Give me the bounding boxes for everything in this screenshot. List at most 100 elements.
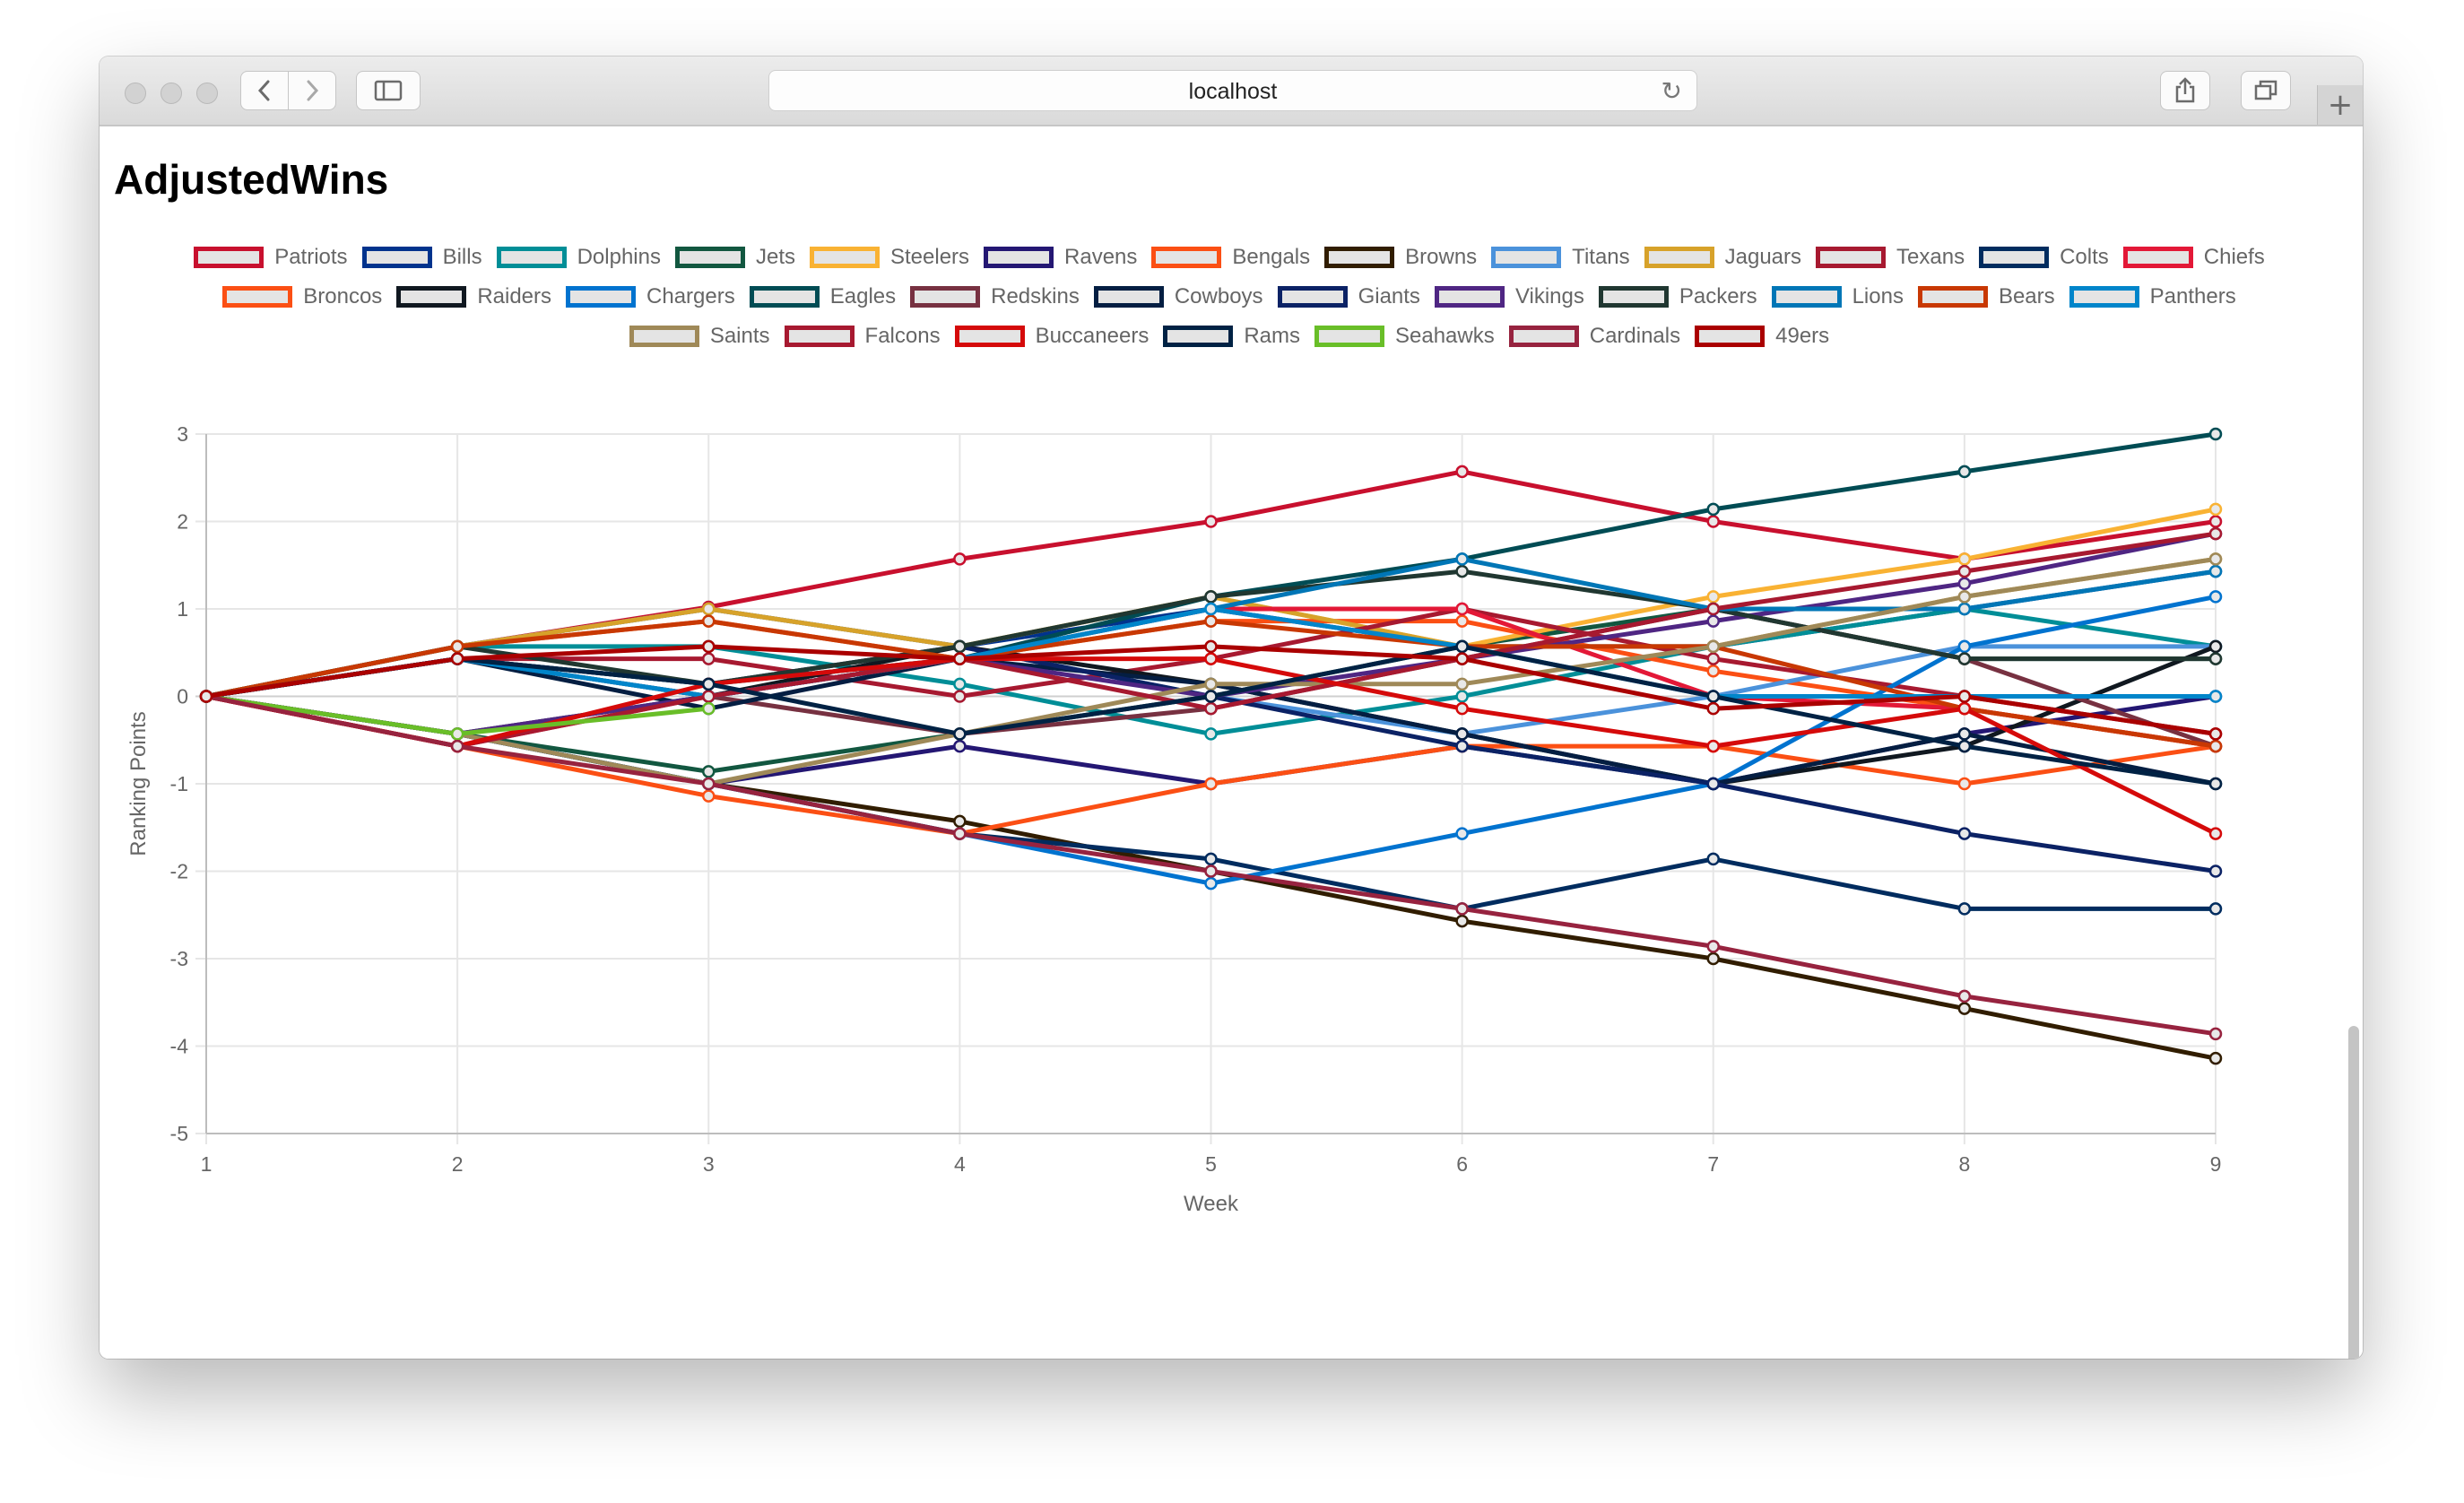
legend-swatch bbox=[1277, 286, 1348, 308]
data-point bbox=[1957, 727, 1972, 741]
legend-item-vikings[interactable]: Vikings bbox=[1434, 284, 1584, 309]
data-point bbox=[1204, 602, 1218, 616]
legend-swatch bbox=[396, 286, 467, 308]
legend-item-giants[interactable]: Giants bbox=[1277, 284, 1420, 309]
legend-item-steelers[interactable]: Steelers bbox=[809, 245, 970, 270]
legend-item-jets[interactable]: Jets bbox=[674, 245, 795, 270]
legend-item-eagles[interactable]: Eagles bbox=[749, 284, 896, 309]
legend-item-bills[interactable]: Bills bbox=[361, 245, 482, 270]
legend-label: Cowboys bbox=[1174, 284, 1263, 308]
legend-item-bengals[interactable]: Bengals bbox=[1151, 245, 1310, 270]
y-tick-label: -2 bbox=[170, 860, 188, 883]
legend-item-colts[interactable]: Colts bbox=[1979, 245, 2109, 270]
address-bar[interactable]: localhost ↻ bbox=[768, 70, 1697, 111]
legend-item-browns[interactable]: Browns bbox=[1324, 245, 1477, 270]
legend-label: Steelers bbox=[889, 245, 970, 269]
legend-item-chiefs[interactable]: Chiefs bbox=[2122, 245, 2265, 270]
tabs-button[interactable] bbox=[2241, 71, 2291, 110]
legend-item-lions[interactable]: Lions bbox=[1771, 284, 1904, 309]
data-point bbox=[1455, 465, 1469, 479]
data-point bbox=[2208, 827, 2223, 840]
y-tick-label: -4 bbox=[170, 1035, 189, 1058]
legend-row: Broncos Raiders Chargers Eagles Redskins Cowb… bbox=[135, 277, 2323, 317]
legend-item-broncos[interactable]: Broncos bbox=[222, 284, 382, 309]
new-tab-button[interactable]: + bbox=[2317, 85, 2363, 125]
legend-item-rams[interactable]: Rams bbox=[1163, 324, 1300, 349]
data-point bbox=[450, 639, 464, 654]
close-window-button[interactable] bbox=[125, 83, 146, 104]
minimize-window-button[interactable] bbox=[161, 83, 182, 104]
data-point bbox=[1957, 577, 1972, 590]
legend-swatch bbox=[194, 247, 265, 268]
y-tick-label: 1 bbox=[177, 597, 188, 621]
legend-item-chargers[interactable]: Chargers bbox=[566, 284, 735, 309]
legend-swatch bbox=[629, 326, 699, 347]
vertical-scrollbar[interactable] bbox=[2348, 1026, 2359, 1359]
zoom-window-button[interactable] bbox=[196, 83, 218, 104]
legend-item-raiders[interactable]: Raiders bbox=[396, 284, 551, 309]
data-point bbox=[1204, 864, 1218, 878]
data-point bbox=[450, 652, 464, 665]
data-point bbox=[450, 727, 464, 741]
legend-item-redskins[interactable]: Redskins bbox=[910, 284, 1080, 309]
legend-item-titans[interactable]: Titans bbox=[1491, 245, 1630, 270]
legend-label: Vikings bbox=[1514, 284, 1584, 308]
legend-item-texans[interactable]: Texans bbox=[1816, 245, 1965, 270]
x-tick-label: 4 bbox=[954, 1152, 966, 1176]
y-axis-title: Ranking Points bbox=[126, 711, 151, 856]
x-axis-title: Week bbox=[1184, 1192, 1239, 1216]
y-tick-label: 3 bbox=[177, 422, 188, 446]
forward-button[interactable] bbox=[288, 71, 336, 110]
legend-item-panthers[interactable]: Panthers bbox=[2069, 284, 2236, 309]
data-point bbox=[1706, 502, 1720, 517]
legend-item-cardinals[interactable]: Cardinals bbox=[1508, 324, 1680, 349]
legend-item-ravens[interactable]: Ravens bbox=[984, 245, 1137, 270]
legend-label: Patriots bbox=[274, 245, 348, 269]
data-point bbox=[1957, 1002, 1972, 1015]
data-point bbox=[1455, 701, 1469, 716]
legend-item-falcons[interactable]: Falcons bbox=[784, 324, 941, 349]
legend-item-saints[interactable]: Saints bbox=[629, 324, 770, 349]
legend-item-seahawks[interactable]: Seahawks bbox=[1314, 324, 1495, 349]
data-point bbox=[1455, 739, 1469, 753]
data-point bbox=[1204, 515, 1218, 528]
data-point bbox=[2208, 1051, 2223, 1065]
legend-item-bears[interactable]: Bears bbox=[1917, 284, 2055, 309]
data-point bbox=[1455, 677, 1469, 691]
reload-icon[interactable]: ↻ bbox=[1661, 76, 1682, 106]
legend-row: Saints Falcons Buccaneers Rams Seahawks Cardi… bbox=[135, 317, 2323, 356]
legend-item-cowboys[interactable]: Cowboys bbox=[1093, 284, 1263, 309]
legend-item-patriots[interactable]: Patriots bbox=[194, 245, 348, 270]
data-point bbox=[953, 552, 967, 566]
legend-swatch bbox=[566, 286, 637, 308]
legend-label: Jaguars bbox=[1724, 245, 1802, 269]
legend-swatch bbox=[809, 247, 880, 268]
data-point bbox=[2208, 727, 2223, 741]
data-point bbox=[1957, 465, 1972, 479]
sidebar-button[interactable] bbox=[356, 71, 421, 110]
data-point bbox=[1706, 701, 1720, 716]
data-point bbox=[1957, 739, 1972, 753]
data-point bbox=[199, 690, 213, 703]
share-button[interactable] bbox=[2160, 71, 2210, 110]
legend-swatch bbox=[1314, 326, 1384, 347]
legend-swatch bbox=[496, 247, 567, 268]
legend-item-dolphins[interactable]: Dolphins bbox=[496, 245, 661, 270]
x-tick-label: 5 bbox=[1205, 1152, 1217, 1176]
back-button[interactable] bbox=[240, 71, 289, 110]
data-point bbox=[1204, 852, 1218, 866]
legend-item-packers[interactable]: Packers bbox=[1598, 284, 1757, 309]
data-point bbox=[2208, 502, 2223, 517]
legend-swatch bbox=[910, 286, 981, 308]
legend-swatch bbox=[1151, 247, 1222, 268]
legend-swatch bbox=[984, 247, 1054, 268]
legend-item-jaguars[interactable]: Jaguars bbox=[1644, 245, 1801, 270]
data-point bbox=[2208, 526, 2223, 541]
data-point bbox=[2208, 515, 2223, 528]
legend-item-buccaneers[interactable]: Buccaneers bbox=[954, 324, 1150, 349]
data-point bbox=[1455, 652, 1469, 665]
legend-item-49ers[interactable]: 49ers bbox=[1695, 324, 1829, 349]
legend-label: Buccaneers bbox=[1035, 324, 1150, 348]
data-point bbox=[953, 652, 967, 665]
data-point bbox=[702, 690, 716, 703]
